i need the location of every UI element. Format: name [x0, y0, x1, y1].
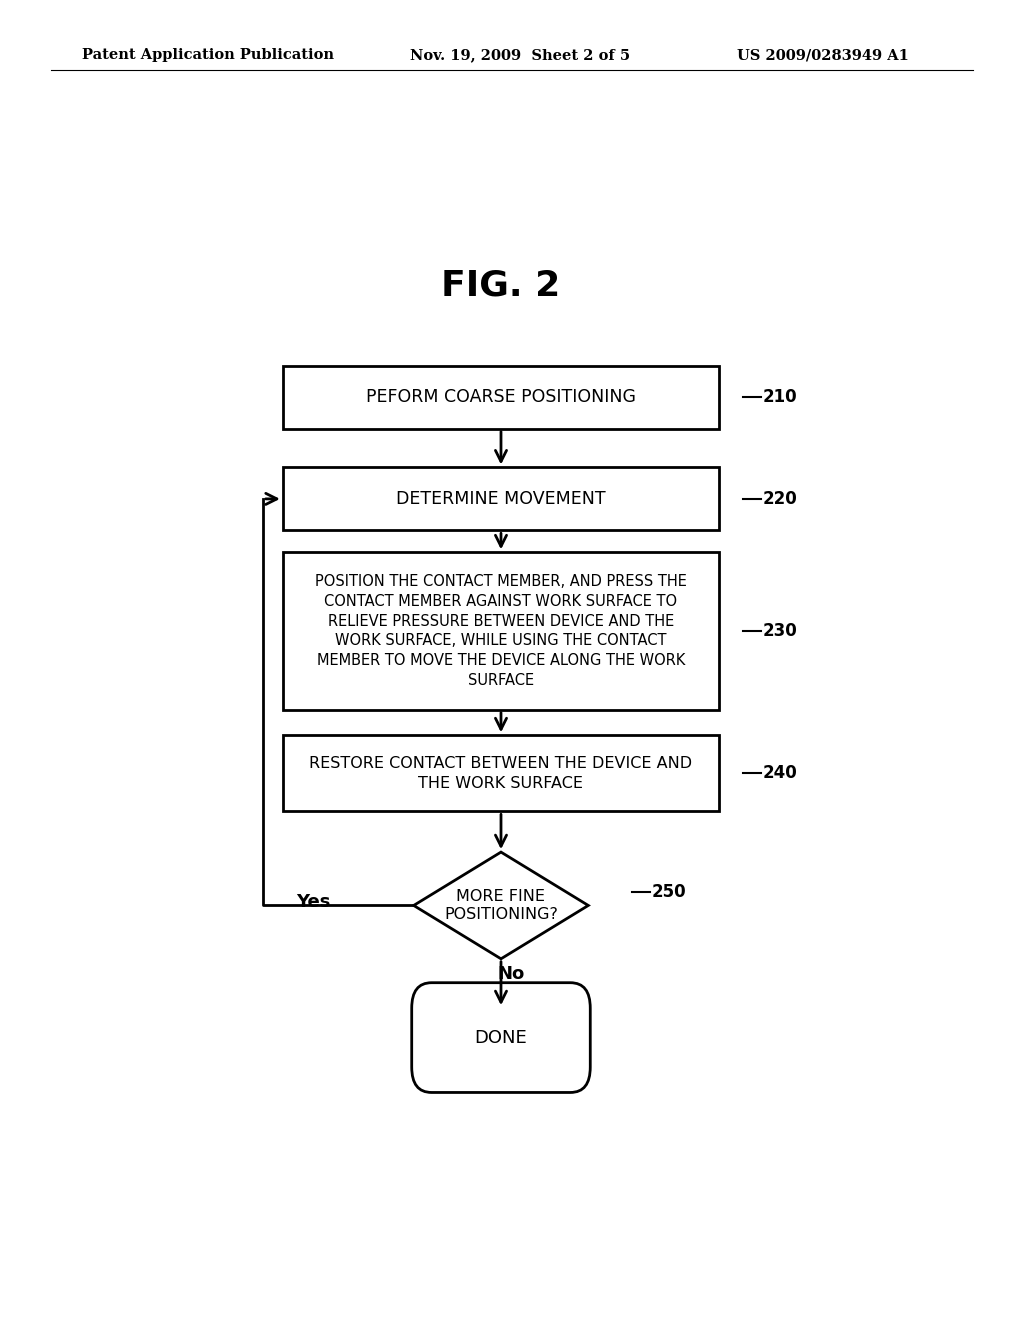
Text: 230: 230 [763, 622, 798, 640]
FancyBboxPatch shape [283, 467, 719, 531]
Text: POSITION THE CONTACT MEMBER, AND PRESS THE
CONTACT MEMBER AGAINST WORK SURFACE T: POSITION THE CONTACT MEMBER, AND PRESS T… [315, 574, 687, 688]
Text: FIG. 2: FIG. 2 [441, 268, 560, 302]
Text: Nov. 19, 2009  Sheet 2 of 5: Nov. 19, 2009 Sheet 2 of 5 [410, 49, 630, 62]
Text: PEFORM COARSE POSITIONING: PEFORM COARSE POSITIONING [366, 388, 636, 407]
FancyBboxPatch shape [412, 982, 590, 1093]
Text: MORE FINE
POSITIONING?: MORE FINE POSITIONING? [444, 890, 558, 921]
Text: Yes: Yes [296, 894, 331, 911]
Text: US 2009/0283949 A1: US 2009/0283949 A1 [737, 49, 909, 62]
Text: No: No [498, 965, 525, 982]
FancyBboxPatch shape [283, 735, 719, 812]
Text: DONE: DONE [474, 1028, 527, 1047]
Text: 220: 220 [763, 490, 798, 508]
FancyBboxPatch shape [283, 366, 719, 429]
Text: 250: 250 [652, 883, 686, 902]
Text: DETERMINE MOVEMENT: DETERMINE MOVEMENT [396, 490, 606, 508]
Text: 210: 210 [763, 388, 798, 407]
FancyBboxPatch shape [283, 552, 719, 710]
Text: RESTORE CONTACT BETWEEN THE DEVICE AND
THE WORK SURFACE: RESTORE CONTACT BETWEEN THE DEVICE AND T… [309, 756, 692, 791]
Text: Patent Application Publication: Patent Application Publication [82, 49, 334, 62]
Polygon shape [414, 853, 588, 958]
Text: 240: 240 [763, 764, 798, 783]
